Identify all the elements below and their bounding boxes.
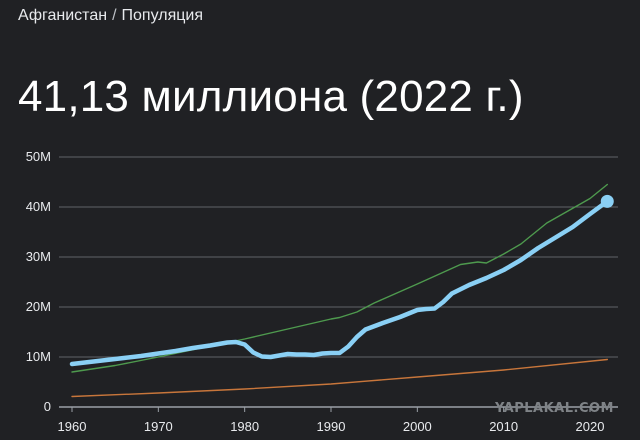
- comparison-series-line: [71, 183, 608, 373]
- watermark: YAPLAKAL.COM: [495, 401, 614, 416]
- breadcrumb: Афганистан / Популяция: [18, 7, 203, 25]
- x-tick-label: 1970: [144, 419, 173, 434]
- population-series-line: [69, 199, 610, 367]
- y-tick-label: 10M: [26, 349, 51, 364]
- latest-data-point[interactable]: [600, 194, 614, 208]
- grid-lines: [59, 156, 618, 408]
- y-tick-label: 30M: [26, 249, 51, 264]
- y-tick-label: 0: [44, 399, 51, 414]
- y-tick-label: 50M: [26, 149, 51, 164]
- breadcrumb-separator: /: [112, 7, 117, 24]
- y-axis-ticks: 0 10M 20M 30M 40M 50M: [26, 149, 51, 414]
- x-tick-label: 2020: [576, 419, 605, 434]
- population-headline: 41,13 миллиона (2022 г.): [18, 72, 524, 121]
- series-lines: [69, 183, 610, 398]
- x-axis-ticks: 1960 1970 1980 1990 2000 2010 2020: [58, 407, 605, 434]
- breadcrumb-country[interactable]: Афганистан: [18, 7, 108, 24]
- x-tick-label: 2010: [489, 419, 518, 434]
- data-points: [71, 184, 614, 397]
- x-tick-label: 1980: [230, 419, 259, 434]
- y-tick-label: 20M: [26, 299, 51, 314]
- breadcrumb-metric: Популяция: [121, 7, 203, 24]
- comparison-series-line: [71, 358, 608, 398]
- x-tick-label: 1990: [317, 419, 346, 434]
- x-tick-label: 2000: [403, 419, 432, 434]
- y-tick-label: 40M: [26, 199, 51, 214]
- x-tick-label: 1960: [58, 419, 87, 434]
